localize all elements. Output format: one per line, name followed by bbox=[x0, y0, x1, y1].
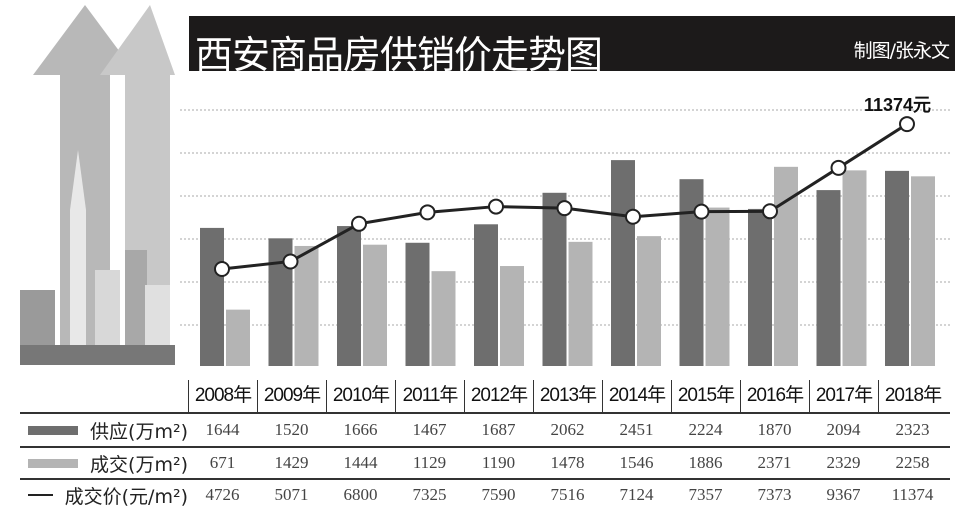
page-title: 西安商品房供销价走势图 bbox=[195, 33, 603, 77]
deal-bar bbox=[568, 241, 593, 366]
title-bar: 西安商品房供销价走势图 制图/张永文 bbox=[189, 16, 955, 77]
table-row: 成交(万m²) 671 1429 1444 1129 1190 1478 1546 1886 23… bbox=[0, 447, 950, 479]
deal-bar bbox=[294, 245, 319, 366]
table-cell: 1644 bbox=[205, 420, 240, 439]
year-header: 2018年 bbox=[878, 380, 947, 412]
table-cell: 5071 bbox=[274, 485, 309, 504]
series-label: 成交价(元/m²) bbox=[0, 479, 188, 511]
supply-bar bbox=[542, 192, 567, 366]
chart: 11374元 bbox=[20, 5, 950, 366]
deal-bar bbox=[500, 266, 524, 366]
year-header: 2008年 bbox=[188, 380, 257, 412]
price-point bbox=[556, 200, 573, 217]
table-cell: 1870 bbox=[757, 420, 792, 439]
series-label: 成交(万m²) bbox=[0, 447, 188, 479]
table-cell: 1687 bbox=[481, 420, 516, 439]
supply-bar bbox=[748, 208, 772, 366]
table-divider bbox=[20, 478, 950, 480]
supply-bar bbox=[885, 170, 909, 366]
table-cell: 11374 bbox=[891, 485, 934, 504]
legend-swatch-icon bbox=[28, 458, 79, 468]
table-cell: 7590 bbox=[481, 485, 516, 504]
table-cell: 7325 bbox=[412, 485, 447, 504]
deal-bar bbox=[226, 309, 250, 366]
deal-bar bbox=[842, 170, 867, 366]
price-point bbox=[419, 204, 436, 221]
table-divider bbox=[20, 446, 950, 448]
table-cell: 2094 bbox=[826, 420, 861, 439]
price-point bbox=[899, 116, 915, 133]
series-name: 供应(万m²) bbox=[90, 420, 188, 443]
table-cell: 1129 bbox=[412, 453, 447, 472]
table-cell: 2371 bbox=[757, 453, 792, 472]
year-header: 2017年 bbox=[809, 380, 878, 412]
table-cell: 1190 bbox=[481, 453, 516, 472]
supply-bar bbox=[405, 242, 430, 366]
year-header: 2013年 bbox=[533, 380, 602, 412]
table-cell: 1546 bbox=[619, 453, 654, 472]
price-point bbox=[282, 253, 299, 270]
table-divider bbox=[20, 412, 950, 414]
deal-bar bbox=[911, 176, 935, 366]
year-header: 2009年 bbox=[257, 380, 326, 412]
table-header: 2008年 2009年 2010年 2011年 2012年 2013年 2014年 2015年… bbox=[0, 380, 950, 412]
price-annotation: 11374元 bbox=[864, 95, 931, 115]
table-cell: 2451 bbox=[619, 420, 654, 439]
deal-bar bbox=[637, 236, 661, 366]
legend-swatch-icon bbox=[28, 425, 79, 435]
table-cell: 9367 bbox=[826, 485, 861, 504]
table-cell: 7124 bbox=[619, 485, 654, 504]
table-cell: 1886 bbox=[688, 453, 723, 472]
supply-bar bbox=[337, 226, 361, 366]
supply-bar bbox=[611, 160, 635, 366]
series-label: 供应(万m²) bbox=[0, 414, 188, 446]
price-point bbox=[214, 261, 230, 277]
deal-bar bbox=[363, 244, 387, 366]
series-name: 成交(万m²) bbox=[90, 453, 188, 476]
table-row: 成交价(元/m²) 4726 5071 6800 7325 7590 7516 7124 735… bbox=[0, 479, 950, 511]
table-cell: 7516 bbox=[550, 485, 585, 504]
table-cell: 2323 bbox=[895, 420, 930, 439]
table-cell: 2258 bbox=[895, 453, 930, 472]
header-spacer bbox=[0, 380, 188, 412]
table-row: 供应(万m²) 1644 1520 1666 1467 1687 2062 2451 2224 1… bbox=[0, 414, 950, 446]
year-header: 2016年 bbox=[740, 380, 809, 412]
supply-bar bbox=[200, 227, 224, 366]
building-illustration bbox=[20, 5, 175, 365]
table-cell: 2329 bbox=[826, 453, 861, 472]
year-header: 2012年 bbox=[464, 380, 533, 412]
table-cell: 7373 bbox=[757, 485, 792, 504]
price-point bbox=[830, 159, 847, 176]
price-point bbox=[693, 203, 710, 220]
table-cell: 1478 bbox=[550, 453, 585, 472]
deal-bar bbox=[705, 207, 730, 366]
supply-bar bbox=[474, 224, 498, 366]
table-cell: 4726 bbox=[205, 485, 240, 504]
series-name: 成交价(元/m²) bbox=[64, 485, 188, 508]
table-cell: 7357 bbox=[688, 485, 723, 504]
table-cell: 1429 bbox=[274, 453, 309, 472]
table-cell: 1666 bbox=[343, 420, 378, 439]
table-cell: 1444 bbox=[343, 453, 378, 472]
year-header: 2011年 bbox=[395, 380, 464, 412]
table-cell: 2062 bbox=[550, 420, 585, 439]
price-point bbox=[762, 203, 778, 220]
year-header: 2010年 bbox=[326, 380, 395, 412]
deal-bar bbox=[431, 271, 456, 366]
table-cell: 6800 bbox=[343, 485, 378, 504]
table-cell: 1520 bbox=[274, 420, 309, 439]
supply-bar bbox=[816, 190, 841, 366]
year-header: 2015年 bbox=[671, 380, 740, 412]
credit: 制图/张永文 bbox=[853, 40, 950, 62]
year-header: 2014年 bbox=[602, 380, 671, 412]
price-point bbox=[488, 198, 504, 215]
price-point bbox=[625, 208, 641, 225]
table-cell: 2224 bbox=[688, 420, 723, 439]
table-cell: 1467 bbox=[412, 420, 447, 439]
legend-swatch-icon bbox=[28, 494, 53, 496]
price-point bbox=[351, 215, 367, 232]
table-cell: 671 bbox=[209, 453, 236, 472]
